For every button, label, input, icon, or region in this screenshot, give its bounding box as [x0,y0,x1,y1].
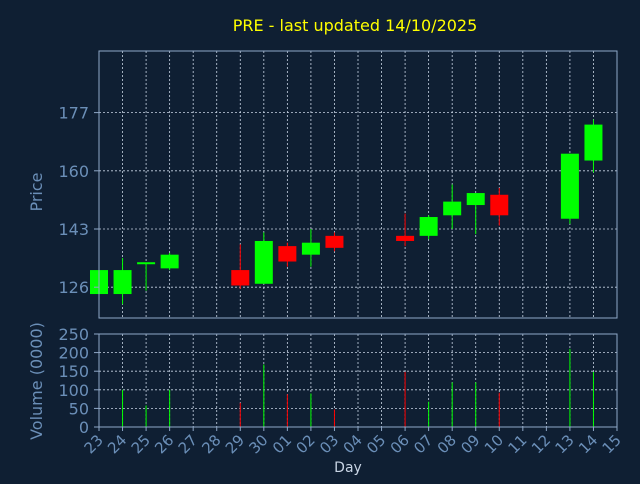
candle-body [466,193,485,206]
x-tick-label: 05 [363,431,389,457]
x-tick-label: 06 [387,431,413,457]
x-tick-label: 14 [575,431,601,457]
candle-body [160,254,179,269]
candle-body [278,246,297,262]
x-tick-label: 02 [293,431,319,457]
x-tick-label: 07 [410,431,436,457]
candle-body [443,201,462,216]
candle-body [396,235,415,241]
volume-axis-label: Volume (0000) [27,322,46,440]
x-tick-label: 03 [316,431,342,457]
x-tick-label: 09 [457,431,483,457]
volume-tick-label: 0 [79,418,89,437]
x-tick-label: 10 [481,431,507,457]
candle-body [137,262,156,265]
x-tick-label: 29 [222,431,248,457]
x-tick-label: 27 [175,431,201,457]
price-tick-label: 160 [58,162,89,181]
x-tick-label: 12 [528,431,554,457]
price-tick-label: 143 [58,220,89,239]
volume-tick-label: 200 [58,344,89,363]
candle-body [325,235,344,248]
volume-tick-label: 50 [69,399,89,418]
x-tick-label: 11 [504,431,530,457]
price-panel-frame [98,50,618,319]
x-tick-label: 25 [128,431,154,457]
volume-tick-label: 250 [58,325,89,344]
candle-body [490,194,509,216]
x-tick-label: 30 [245,431,271,457]
volume-tick-label: 150 [58,362,89,381]
x-tick-label: 24 [104,431,130,457]
price-tick-label: 126 [58,278,89,297]
x-tick-label: 08 [434,431,460,457]
x-tick-label: 04 [340,431,366,457]
x-tick-label: 26 [151,431,177,457]
candle-body [254,240,273,284]
candle-body [560,153,579,219]
candle-body [113,270,132,295]
x-tick-label: 01 [269,431,295,457]
volume-tick-label: 100 [58,381,89,400]
candle-body [419,217,438,236]
x-tick-label: 13 [552,431,578,457]
x-tick-label: 15 [599,431,625,457]
chart-title: PRE - last updated 14/10/2025 [233,16,478,35]
candle-body [231,270,250,286]
price-axis-label: Price [27,172,46,211]
candle-body [301,242,320,255]
x-axis-label: Day [334,460,362,476]
candle-body [584,124,603,161]
price-tick-label: 177 [58,104,89,123]
x-tick-label: 28 [198,431,224,457]
